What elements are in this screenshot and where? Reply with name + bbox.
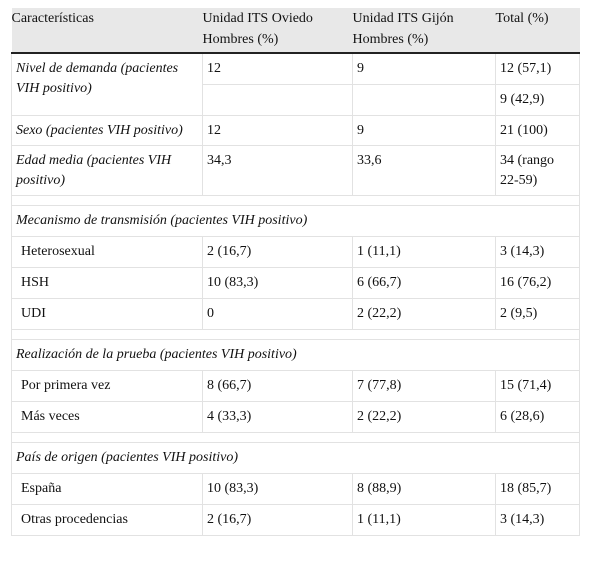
cell: 9 (352, 52, 496, 85)
spacer-cell (11, 195, 580, 206)
cell: 2 (22,2) (352, 298, 496, 330)
row-label: Más veces (11, 401, 203, 433)
cell: 18 (85,7) (495, 473, 580, 505)
spacer-cell (11, 329, 580, 340)
cell: 7 (77,8) (352, 370, 496, 402)
data-row: Por primera vez 8 (66,7) 7 (77,8) 15 (71,4) (11, 370, 580, 402)
row-label: UDI (11, 298, 203, 330)
cell: 6 (28,6) (495, 401, 580, 433)
row-label: Otras procedencias (11, 504, 203, 536)
header-cell: Unidad ITS Oviedo Hombres (%) (202, 8, 353, 54)
table-body: Nivel de demanda (pacientes VIH positivo… (11, 52, 580, 536)
row-label: Heterosexual (11, 236, 203, 268)
section-title: Mecanismo de transmisión (pacientes VIH … (11, 205, 580, 237)
cell: 3 (14,3) (495, 236, 580, 268)
header-cell: Unidad ITS Gijón Hombres (%) (352, 8, 496, 54)
cell: 4 (33,3) (202, 401, 353, 433)
cell: 34 (rango 22-59) (495, 145, 580, 196)
cell: 15 (71,4) (495, 370, 580, 402)
data-row: UDI 0 2 (22,2) 2 (9,5) (11, 298, 580, 330)
section-row: País de origen (pacientes VIH positivo) (11, 442, 580, 474)
cell: 10 (83,3) (202, 473, 353, 505)
cell: 21 (100) (495, 115, 580, 146)
cell: 2 (9,5) (495, 298, 580, 330)
cell: 1 (11,1) (352, 236, 496, 268)
cell: 1 (11,1) (352, 504, 496, 536)
data-row: Nivel de demanda (pacientes VIH positivo… (11, 52, 580, 116)
cell: 6 (66,7) (352, 267, 496, 299)
cell: 0 (202, 298, 353, 330)
header-cell: Total (%) (495, 8, 580, 54)
row-label: Por primera vez (11, 370, 203, 402)
row-label: HSH (11, 267, 203, 299)
cell: 33,6 (352, 145, 496, 196)
cell: 10 (83,3) (202, 267, 353, 299)
section-row: Mecanismo de transmisión (pacientes VIH … (11, 205, 580, 237)
cell: 12 (202, 52, 353, 85)
cell: 9 (42,9) (495, 84, 580, 116)
spacer-cell (11, 432, 580, 443)
header-cell: Características (11, 8, 203, 54)
cell: 2 (22,2) (352, 401, 496, 433)
cell: 9 (352, 115, 496, 146)
cell: 16 (76,2) (495, 267, 580, 299)
data-row: Heterosexual 2 (16,7) 1 (11,1) 3 (14,3) (11, 236, 580, 268)
spacer-row (11, 195, 580, 206)
cell: 12 (57,1) (495, 52, 580, 85)
section-row: Realización de la prueba (pacientes VIH … (11, 339, 580, 371)
row-label: Nivel de demanda (pacientes VIH positivo… (11, 52, 203, 116)
cell: 2 (16,7) (202, 504, 353, 536)
row-label: Edad media (pacientes VIH positivo) (11, 145, 203, 196)
cell: 8 (66,7) (202, 370, 353, 402)
data-row: Edad media (pacientes VIH positivo) 34,3 3… (11, 145, 580, 196)
data-row: HSH 10 (83,3) 6 (66,7) 16 (76,2) (11, 267, 580, 299)
spacer-row (11, 432, 580, 443)
data-row: Sexo (pacientes VIH positivo) 12 9 21 (100) (11, 115, 580, 146)
data-row: España 10 (83,3) 8 (88,9) 18 (85,7) (11, 473, 580, 505)
header-row: Características Unidad ITS Oviedo Hombres… (11, 8, 580, 54)
section-title: Realización de la prueba (pacientes VIH … (11, 339, 580, 371)
cell: 34,3 (202, 145, 353, 196)
row-label: Sexo (pacientes VIH positivo) (11, 115, 203, 146)
cell (352, 84, 496, 116)
cell: 3 (14,3) (495, 504, 580, 536)
row-label: España (11, 473, 203, 505)
data-row: Más veces 4 (33,3) 2 (22,2) 6 (28,6) (11, 401, 580, 433)
spacer-row (11, 329, 580, 340)
cell: 12 (202, 115, 353, 146)
cell (202, 84, 353, 116)
cell: 8 (88,9) (352, 473, 496, 505)
data-table: Características Unidad ITS Oviedo Hombres… (11, 8, 580, 536)
section-title: País de origen (pacientes VIH positivo) (11, 442, 580, 474)
cell: 2 (16,7) (202, 236, 353, 268)
data-row: Otras procedencias 2 (16,7) 1 (11,1) 3 (14,… (11, 504, 580, 536)
